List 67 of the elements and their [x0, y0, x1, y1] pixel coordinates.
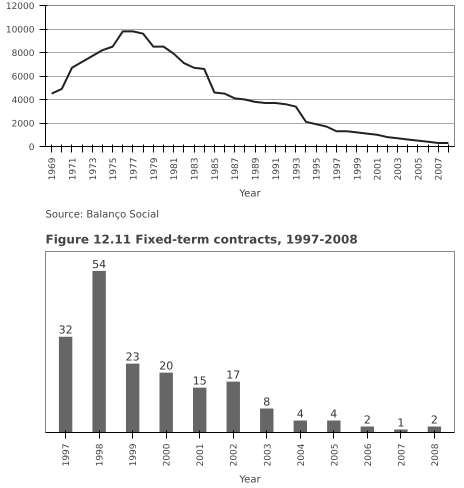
bar — [360, 426, 374, 432]
bar — [260, 408, 274, 432]
x-tick-label: 2005 — [414, 158, 424, 180]
x-tick-label: 1989 — [252, 157, 262, 180]
x-tick-label: 1999 — [353, 157, 364, 180]
x-tick-label: 1995 — [312, 158, 323, 180]
x-axis-title: Year — [238, 188, 262, 200]
x-tick-label: 1971 — [68, 158, 78, 180]
x-tick-label: 2006 — [364, 443, 374, 466]
x-tick-label: 2008 — [430, 443, 441, 466]
line-series — [50, 30, 450, 144]
bar — [428, 426, 442, 432]
x-tick-label: 1999 — [129, 443, 140, 466]
y-tick-label: 4000 — [12, 96, 35, 106]
y-tick-label: 0 — [28, 143, 35, 153]
y-tick-label: 12000 — [6, 2, 35, 12]
y-tick-label: 2000 — [12, 120, 35, 130]
x-tick-label: 2001 — [196, 444, 206, 466]
x-tick-label: 1998 — [96, 443, 106, 466]
x-tick-label: 1997 — [62, 444, 72, 466]
data-label: 15 — [192, 374, 207, 388]
x-tick-label: 2002 — [230, 444, 240, 466]
bar — [92, 270, 106, 432]
x-tick-label: 1975 — [109, 158, 120, 180]
data-label: 8 — [263, 396, 270, 409]
bar — [193, 388, 206, 432]
x-tick-label: 2004 — [296, 443, 307, 466]
x-tick-label: 1973 — [88, 158, 99, 180]
data-label: 17 — [226, 368, 240, 382]
bar — [226, 382, 240, 432]
x-tick-label: 1991 — [272, 158, 282, 180]
x-tick-label: 1981 — [170, 158, 180, 180]
data-label: 32 — [58, 324, 73, 337]
data-label: 23 — [126, 350, 140, 364]
bar — [327, 420, 341, 432]
data-label: 4 — [296, 408, 304, 421]
bar — [159, 372, 173, 432]
x-tick-label: 2005 — [330, 444, 340, 466]
x-axis-title: Year — [238, 474, 262, 486]
bar — [126, 364, 140, 432]
x-tick-label: 2000 — [162, 443, 173, 466]
x-tick-label: 1985 — [210, 158, 221, 180]
chart-title: Figure 12.11 Fixed-term contracts, 1997-2008 — [46, 232, 358, 246]
x-tick-label: 1987 — [231, 158, 242, 180]
data-label: 1 — [397, 416, 404, 430]
y-tick-label: 6000 — [12, 72, 35, 82]
data-label: 2 — [364, 414, 371, 427]
bar — [294, 420, 307, 432]
x-tick-label: 2003 — [394, 158, 404, 180]
source-note: Source: Balanço Social — [46, 210, 160, 220]
x-tick-label: 2001 — [374, 158, 384, 180]
x-tick-label: 1979 — [150, 157, 160, 180]
data-label: 4 — [330, 408, 338, 421]
x-tick-label: 1983 — [190, 158, 201, 180]
x-tick-label: 2007 — [397, 444, 408, 466]
data-label: 54 — [92, 258, 106, 271]
bar — [58, 336, 72, 432]
x-tick-label: 1997 — [332, 158, 343, 180]
data-label: 2 — [430, 414, 438, 427]
x-tick-label: 2007 — [434, 158, 445, 180]
x-tick-label: 1993 — [292, 158, 302, 180]
y-tick-label: 8000 — [12, 49, 35, 59]
x-tick-label: 1969 — [48, 157, 58, 180]
x-tick-label: 1977 — [130, 158, 140, 180]
data-label: 20 — [159, 360, 174, 373]
x-tick-label: 2003 — [263, 444, 274, 466]
y-tick-label: 10000 — [6, 26, 35, 36]
